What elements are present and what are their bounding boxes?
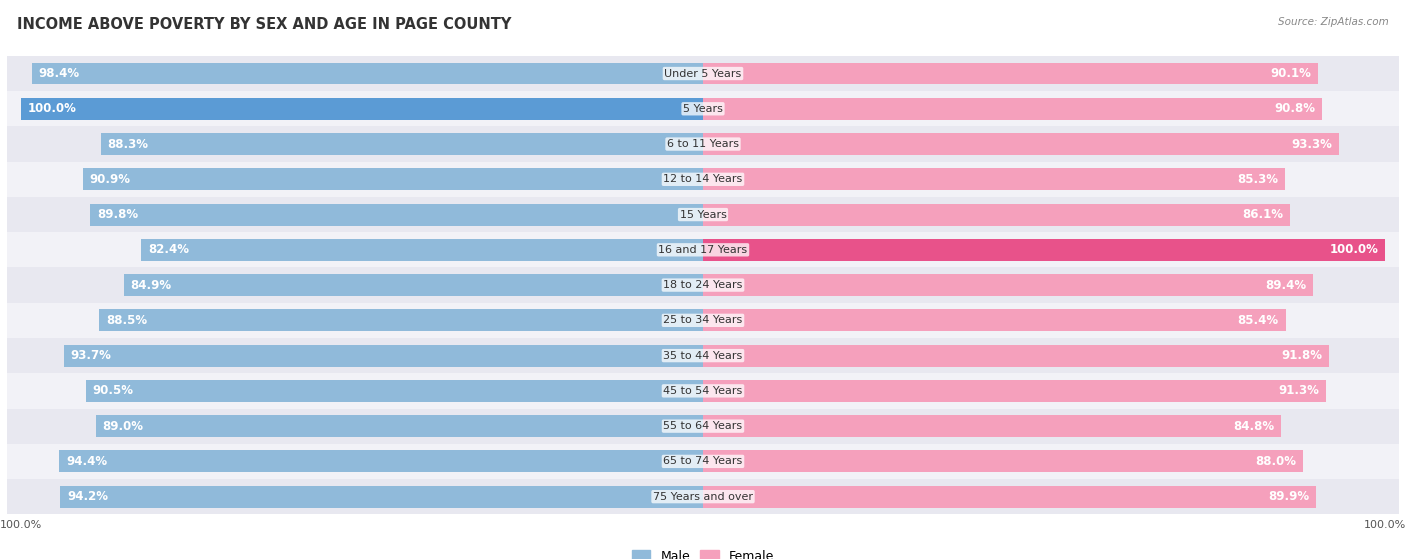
Text: 15 Years: 15 Years xyxy=(679,210,727,220)
Text: 90.5%: 90.5% xyxy=(93,385,134,397)
Text: 90.1%: 90.1% xyxy=(1270,67,1310,80)
Bar xyxy=(703,133,1340,155)
Bar xyxy=(703,203,1291,225)
Bar xyxy=(7,232,1399,267)
Bar xyxy=(86,380,703,402)
Bar xyxy=(32,63,703,84)
Text: 55 to 64 Years: 55 to 64 Years xyxy=(664,421,742,431)
Text: 89.0%: 89.0% xyxy=(103,420,143,433)
Text: 88.5%: 88.5% xyxy=(105,314,148,327)
Text: 84.8%: 84.8% xyxy=(1233,420,1275,433)
Bar xyxy=(703,63,1317,84)
Bar xyxy=(7,303,1399,338)
Text: 90.9%: 90.9% xyxy=(90,173,131,186)
Text: 100.0%: 100.0% xyxy=(1330,243,1378,257)
Bar xyxy=(59,451,703,472)
Bar xyxy=(703,486,1316,508)
Text: 84.9%: 84.9% xyxy=(131,278,172,292)
Text: 89.4%: 89.4% xyxy=(1265,278,1306,292)
Bar xyxy=(96,415,703,437)
Text: 85.3%: 85.3% xyxy=(1237,173,1278,186)
Text: 85.4%: 85.4% xyxy=(1237,314,1278,327)
Bar xyxy=(60,486,703,508)
Text: 82.4%: 82.4% xyxy=(148,243,188,257)
Text: 93.3%: 93.3% xyxy=(1292,138,1333,150)
Text: 6 to 11 Years: 6 to 11 Years xyxy=(666,139,740,149)
Text: 89.8%: 89.8% xyxy=(97,208,138,221)
Text: 91.8%: 91.8% xyxy=(1281,349,1323,362)
Text: 98.4%: 98.4% xyxy=(38,67,80,80)
Text: 65 to 74 Years: 65 to 74 Years xyxy=(664,456,742,466)
Bar xyxy=(141,239,703,260)
Text: 100.0%: 100.0% xyxy=(28,102,76,115)
Bar xyxy=(101,133,703,155)
Text: 45 to 54 Years: 45 to 54 Years xyxy=(664,386,742,396)
Text: 89.9%: 89.9% xyxy=(1268,490,1309,503)
Bar xyxy=(7,373,1399,409)
Bar xyxy=(703,168,1285,190)
Text: 88.3%: 88.3% xyxy=(107,138,149,150)
Text: Under 5 Years: Under 5 Years xyxy=(665,69,741,78)
Bar xyxy=(703,310,1285,331)
Bar xyxy=(7,56,1399,91)
Text: 16 and 17 Years: 16 and 17 Years xyxy=(658,245,748,255)
Text: 35 to 44 Years: 35 to 44 Years xyxy=(664,350,742,361)
Text: 5 Years: 5 Years xyxy=(683,104,723,114)
Bar xyxy=(703,415,1281,437)
Bar xyxy=(703,274,1313,296)
Text: 25 to 34 Years: 25 to 34 Years xyxy=(664,315,742,325)
Text: 94.2%: 94.2% xyxy=(67,490,108,503)
Bar xyxy=(7,162,1399,197)
Text: 75 Years and over: 75 Years and over xyxy=(652,492,754,501)
Bar xyxy=(124,274,703,296)
Text: 86.1%: 86.1% xyxy=(1243,208,1284,221)
Bar xyxy=(7,267,1399,303)
Bar xyxy=(7,409,1399,444)
Legend: Male, Female: Male, Female xyxy=(627,544,779,559)
Bar xyxy=(703,380,1326,402)
Bar xyxy=(7,197,1399,232)
Bar xyxy=(90,203,703,225)
Text: 91.3%: 91.3% xyxy=(1278,385,1319,397)
Bar xyxy=(703,239,1385,260)
Bar xyxy=(703,98,1323,120)
Bar xyxy=(703,451,1303,472)
Text: 93.7%: 93.7% xyxy=(70,349,111,362)
Text: 94.4%: 94.4% xyxy=(66,455,107,468)
Bar xyxy=(21,98,703,120)
Bar xyxy=(83,168,703,190)
Bar xyxy=(7,479,1399,514)
Bar xyxy=(703,345,1329,367)
Text: 88.0%: 88.0% xyxy=(1256,455,1296,468)
Bar xyxy=(7,126,1399,162)
Text: Source: ZipAtlas.com: Source: ZipAtlas.com xyxy=(1278,17,1389,27)
Text: 90.8%: 90.8% xyxy=(1275,102,1316,115)
Text: 18 to 24 Years: 18 to 24 Years xyxy=(664,280,742,290)
Bar xyxy=(7,444,1399,479)
Bar xyxy=(63,345,703,367)
Text: INCOME ABOVE POVERTY BY SEX AND AGE IN PAGE COUNTY: INCOME ABOVE POVERTY BY SEX AND AGE IN P… xyxy=(17,17,512,32)
Bar xyxy=(7,91,1399,126)
Bar xyxy=(100,310,703,331)
Text: 12 to 14 Years: 12 to 14 Years xyxy=(664,174,742,184)
Bar xyxy=(7,338,1399,373)
